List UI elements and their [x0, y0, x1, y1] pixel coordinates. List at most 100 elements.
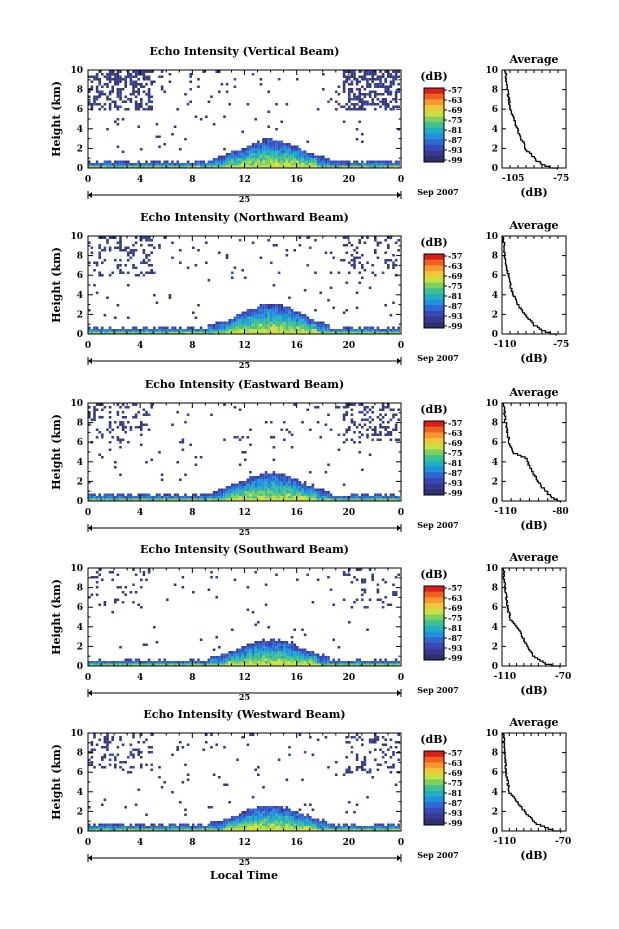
- x-tick-label: 0: [398, 508, 404, 518]
- day-span-arrow-left: [88, 192, 92, 198]
- colorbar-frame: [423, 585, 445, 661]
- heatmap-field: [88, 236, 400, 334]
- y-axis-label: Height (km): [50, 579, 63, 655]
- colorbar-tick-label: -87: [448, 468, 462, 478]
- colorbar-tick-label: -57: [448, 418, 462, 428]
- profile-line: [504, 70, 558, 170]
- panel-title: Echo Intensity (Southward Beam): [140, 543, 349, 556]
- profile-y-tick: 2: [492, 477, 498, 487]
- colorbar-tick-label: -75: [448, 778, 462, 788]
- profile-x-tick: -75: [553, 340, 569, 350]
- x-tick-label: 16: [290, 838, 303, 848]
- colorbar-frame: [423, 750, 445, 826]
- heatmap-field: [88, 403, 400, 501]
- profile-x-tick: -110: [494, 837, 517, 847]
- profile-frame: [501, 69, 567, 169]
- colorbar-tick-label: -63: [448, 758, 463, 768]
- profile-x-label: (dB): [520, 352, 547, 365]
- x-tick-label: 8: [189, 838, 195, 848]
- day-span-arrow-left: [88, 855, 92, 861]
- y-tick-label: 8: [77, 86, 83, 96]
- profile-title: Average: [508, 219, 558, 232]
- panel-3: Echo Intensity (Southward Beam)0 4 8 12 16 20…: [50, 543, 571, 702]
- profile-x-tick: -105: [502, 174, 525, 184]
- x-tick-label: 0: [85, 838, 91, 848]
- colorbar-tick-label: -57: [448, 748, 462, 758]
- profile-y-tick: 2: [492, 144, 498, 154]
- day-span-arrow-right: [397, 855, 401, 861]
- colorbar-tick-label: -99: [448, 321, 463, 331]
- profile-y-tick: 6: [492, 105, 498, 115]
- panel-title: Echo Intensity (Westward Beam): [143, 708, 345, 721]
- colorbar-tick-label: -87: [448, 301, 462, 311]
- day-span-arrow-right: [397, 358, 401, 364]
- x-tick-label: 0: [85, 175, 91, 185]
- y-tick-label: 8: [77, 749, 83, 759]
- y-tick-label: 4: [77, 291, 83, 301]
- date-label: Sep 2007: [417, 520, 459, 530]
- profile-frame: [501, 732, 567, 832]
- x-tick-label: 4: [137, 341, 143, 351]
- colorbar-tick-label: -93: [448, 145, 463, 155]
- colorbar-frame: [423, 253, 445, 329]
- x-tick-label: 20: [343, 673, 356, 683]
- x-tick-label: 0: [398, 175, 404, 185]
- colorbar-tick-label: -57: [448, 583, 462, 593]
- x-tick-label: 12: [238, 838, 251, 848]
- panel-title: Echo Intensity (Eastward Beam): [145, 378, 344, 391]
- profile-title: Average: [508, 551, 558, 564]
- colorbar-unit: (dB): [420, 236, 447, 249]
- colorbar-tick-label: -75: [448, 613, 462, 623]
- date-label: Sep 2007: [417, 353, 459, 363]
- day-span-arrow-left: [88, 525, 92, 531]
- profile-x-label: (dB): [520, 684, 547, 697]
- y-tick-label: 0: [77, 662, 83, 672]
- x-tick-label: 20: [343, 508, 356, 518]
- x-tick-label: 20: [343, 838, 356, 848]
- colorbar-tick-label: -99: [448, 653, 463, 663]
- y-tick-label: 8: [77, 252, 83, 262]
- colorbar-tick-label: -57: [448, 85, 462, 95]
- y-tick-label: 6: [77, 105, 83, 115]
- profile-line: [502, 733, 562, 833]
- y-tick-label: 2: [77, 807, 83, 817]
- day-label: 25: [239, 857, 250, 867]
- profile-title: Average: [508, 53, 558, 66]
- profile-line: [502, 403, 561, 503]
- profile-x-tick: -70: [555, 672, 571, 682]
- day-span-arrow-right: [397, 690, 401, 696]
- day-span-arrow-right: [397, 525, 401, 531]
- y-tick-label: 6: [77, 438, 83, 448]
- colorbar-tick-label: -81: [448, 458, 462, 468]
- y-tick-label: 2: [77, 144, 83, 154]
- colorbar-tick-label: -75: [448, 115, 462, 125]
- x-tick-label: 8: [189, 341, 195, 351]
- day-label: 25: [239, 360, 250, 370]
- y-tick-label: 4: [77, 788, 83, 798]
- profile-x-tick: -110: [494, 340, 517, 350]
- colorbar-tick-label: -69: [448, 603, 463, 613]
- colorbar-unit: (dB): [420, 70, 447, 83]
- profile-y-tick: 10: [485, 399, 498, 409]
- colorbar-tick-label: -81: [448, 291, 462, 301]
- colorbar-tick-label: -57: [448, 251, 462, 261]
- x-tick-label: 4: [137, 673, 143, 683]
- profile-x-label: (dB): [520, 849, 547, 862]
- profile-y-tick: 2: [492, 807, 498, 817]
- colorbar-tick-label: -75: [448, 448, 462, 458]
- x-tick-label: 4: [137, 838, 143, 848]
- y-tick-label: 4: [77, 623, 83, 633]
- x-tick-label: 16: [290, 175, 303, 185]
- y-axis-label: Height (km): [50, 247, 63, 323]
- profile-title: Average: [508, 716, 558, 729]
- colorbar-tick-label: -69: [448, 105, 463, 115]
- colorbar-tick-label: -63: [448, 261, 463, 271]
- y-axis-label: Height (km): [50, 81, 63, 157]
- profile-y-tick: 8: [492, 584, 498, 594]
- day-span-arrow-right: [397, 192, 401, 198]
- profile-y-tick: 10: [485, 66, 498, 76]
- profile-line: [502, 236, 557, 336]
- profile-x-tick: -80: [552, 507, 568, 517]
- profile-y-tick: 6: [492, 271, 498, 281]
